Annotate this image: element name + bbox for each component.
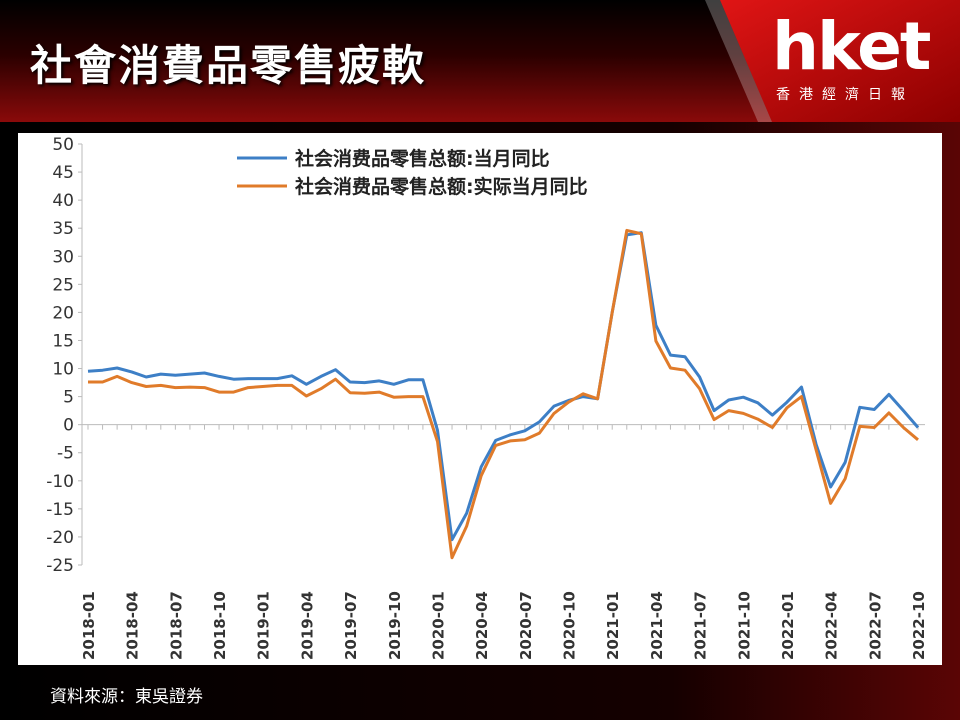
- series-line: [87, 231, 920, 542]
- y-tick-label: 25: [52, 275, 74, 295]
- x-tick-label: 2020-01: [429, 591, 447, 660]
- source-note: 資料來源：東吳證券: [50, 687, 203, 707]
- x-tick-label: 2022-04: [823, 591, 841, 660]
- x-tick-label: 2019-07: [342, 591, 360, 660]
- page-title: 社會消費品零售疲軟: [30, 41, 427, 90]
- x-tick-label: 2021-10: [735, 591, 753, 660]
- x-tick-label: 2022-07: [866, 591, 884, 660]
- x-tick-label: 2018-10: [211, 591, 229, 660]
- x-tick-label: 2021-01: [604, 591, 622, 660]
- logo: hket: [772, 8, 931, 85]
- x-tick-label: 2018-01: [80, 591, 98, 660]
- x-tick-label: 2021-04: [648, 591, 666, 660]
- x-tick-label: 2022-01: [779, 591, 797, 660]
- x-tick-label: 2018-04: [124, 591, 142, 660]
- series-line: [88, 228, 919, 560]
- x-tick-label: 2019-01: [255, 591, 273, 660]
- y-tick-label: -15: [46, 500, 74, 520]
- y-tick-label: -25: [46, 556, 74, 576]
- x-tick-label: 2019-10: [386, 591, 404, 660]
- logo-background: [705, 0, 960, 122]
- y-tick-label: 35: [52, 219, 74, 239]
- y-tick-label: 10: [52, 360, 74, 380]
- x-tick-label: 2022-10: [910, 591, 928, 660]
- y-tick-label: 5: [63, 388, 74, 408]
- x-tick-label: 2021-07: [692, 591, 710, 660]
- x-tick-label: 2020-10: [561, 591, 579, 660]
- y-tick-label: 0: [63, 416, 74, 436]
- y-tick-label: 30: [52, 247, 74, 267]
- x-tick-label: 2020-07: [517, 591, 535, 660]
- y-tick-label: 45: [52, 163, 74, 183]
- y-tick-label: -10: [46, 472, 74, 492]
- y-tick-label: 50: [52, 135, 74, 155]
- x-tick-label: 2020-04: [473, 591, 491, 660]
- y-tick-label: 20: [52, 303, 74, 323]
- y-tick-label: -20: [46, 528, 74, 548]
- x-tick-label: 2018-07: [167, 591, 185, 660]
- y-tick-label: -5: [57, 444, 74, 464]
- swoosh-edge: [705, 0, 772, 122]
- red-swoosh: [720, 0, 960, 122]
- y-tick-label: 40: [52, 191, 74, 211]
- x-tick-label: 2019-04: [298, 591, 316, 660]
- legend-label: 社会消费品零售总额:当月同比: [294, 147, 550, 170]
- logo-subtitle: 香港經濟日報: [776, 87, 914, 103]
- legend-label: 社会消费品零售总额:实际当月同比: [294, 175, 588, 198]
- y-tick-label: 15: [52, 331, 74, 351]
